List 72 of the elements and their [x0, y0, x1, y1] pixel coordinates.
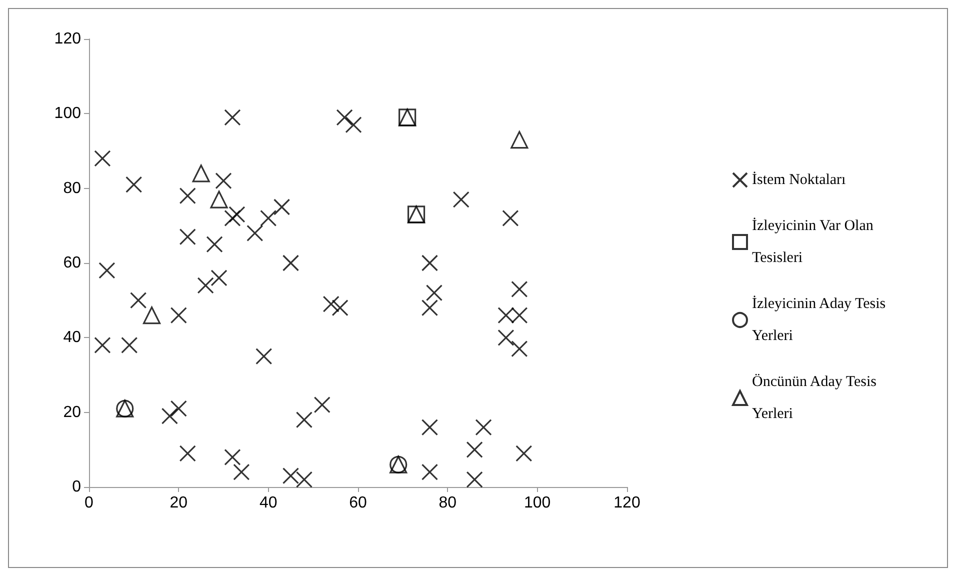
point [179, 445, 196, 462]
point [511, 280, 528, 298]
y-tick-label: 20 [63, 404, 82, 421]
y-tick-label: 100 [54, 105, 82, 122]
point [224, 210, 241, 226]
point [314, 396, 330, 414]
point [421, 300, 438, 316]
x-tick-label: 60 [349, 494, 367, 512]
x-tick-label: 20 [170, 494, 188, 512]
point [502, 210, 519, 226]
point [322, 296, 340, 312]
point [130, 292, 147, 309]
legend-label: Öncünün Aday Tesis Yerleri [752, 373, 880, 422]
y-tick-label: 60 [63, 254, 82, 272]
point [498, 306, 514, 324]
point [511, 340, 528, 358]
point [142, 306, 161, 324]
legend-label: İstem Noktaları [752, 171, 846, 188]
x-tick-label: 0 [84, 494, 94, 512]
point [345, 116, 362, 134]
x-tick-label: 120 [614, 494, 640, 512]
point [466, 471, 483, 488]
y-tick-label: 0 [72, 478, 82, 496]
point [466, 441, 483, 458]
point [206, 236, 223, 253]
point [210, 270, 228, 286]
point [296, 412, 312, 428]
point [161, 408, 178, 424]
y-tick-label: 120 [54, 30, 82, 48]
point [179, 188, 196, 204]
point [170, 306, 187, 324]
legend-label: İzleyicinin Var Olan Tesisleri [752, 217, 878, 266]
point [516, 445, 532, 462]
point [510, 131, 528, 149]
point [511, 306, 528, 324]
y-tick-label: 40 [63, 329, 82, 346]
point [273, 198, 290, 216]
point [421, 254, 438, 272]
point [121, 336, 138, 354]
point [233, 464, 250, 480]
point [224, 109, 241, 126]
x-tick-label: 40 [259, 494, 278, 512]
point [282, 468, 300, 484]
point [260, 210, 277, 226]
point [98, 262, 116, 279]
y-tick-label: 80 [63, 180, 82, 197]
point [452, 191, 470, 208]
point [179, 228, 196, 246]
point [94, 336, 111, 354]
point [228, 206, 246, 223]
point [475, 418, 492, 436]
point [246, 224, 264, 242]
point [282, 254, 300, 272]
point [170, 400, 187, 417]
x-tick-label: 100 [524, 494, 551, 512]
point [197, 277, 214, 294]
point [256, 348, 272, 365]
point [332, 300, 348, 316]
point [421, 418, 438, 436]
x-tick-label: 80 [438, 494, 457, 512]
point [426, 284, 443, 302]
point [126, 176, 142, 193]
point [192, 164, 210, 182]
point [498, 329, 514, 346]
point [336, 109, 353, 126]
point [421, 464, 438, 480]
legend-label: İzleyicinin Aday Tesis Yerleri [752, 295, 890, 344]
point [296, 471, 312, 488]
point [210, 190, 228, 208]
point [215, 172, 232, 190]
point [94, 150, 111, 167]
point [224, 448, 241, 466]
